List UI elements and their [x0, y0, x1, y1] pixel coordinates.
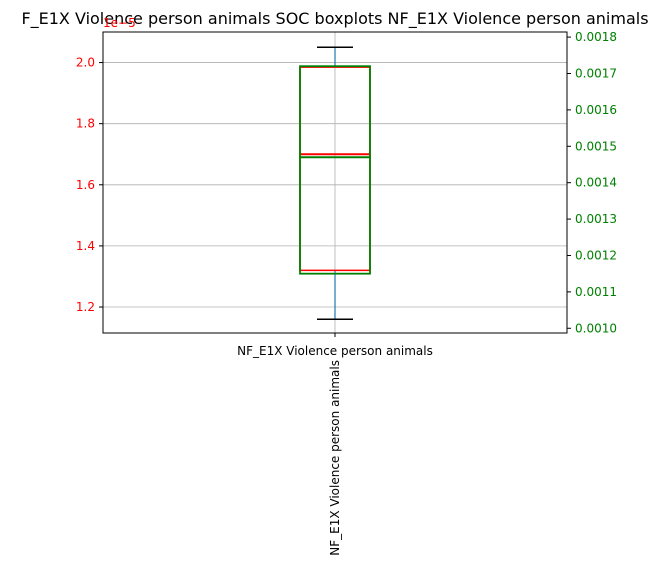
x-axis-tick-label: NF_E1X Violence person animals	[237, 344, 433, 358]
left-axis-tick-label: 2.0	[76, 56, 95, 70]
left-axis-tick-label: 1.8	[76, 117, 95, 131]
right-axis-tick-label: 0.0018	[575, 30, 617, 44]
right-axis-tick-label: 0.0017	[575, 66, 617, 80]
box-series-2	[299, 65, 371, 275]
left-axis-tick-label: 1.2	[76, 300, 95, 314]
right-axis-tick-label: 0.0016	[575, 103, 617, 117]
right-axis-tick-label: 0.0014	[575, 176, 617, 190]
right-axis-tick-label: 0.0010	[575, 321, 617, 335]
box-layer	[299, 46, 371, 320]
left-axis: 1.2 1.4 1.6 1.8 2.0	[76, 56, 103, 314]
right-axis-tick-label: 0.0013	[575, 212, 617, 226]
left-axis-tick-label: 1.4	[76, 239, 95, 253]
left-axis-offset-label: 1e−5	[103, 16, 136, 30]
left-axis-tick-label: 1.6	[76, 178, 95, 192]
right-axis-tick-label: 0.0012	[575, 248, 617, 262]
right-axis-tick-label: 0.0015	[575, 139, 617, 153]
right-axis: 0.0010 0.0011 0.0012 0.0013 0.0014 0.0015 0.00…	[567, 30, 617, 335]
x-axis: NF_E1X Violence person animals NF_E1X Vio…	[237, 333, 433, 556]
chart-title: F_E1X Violence person animals SOC boxplo…	[21, 9, 648, 29]
x-axis-rotated-label: NF_E1X Violence person animals	[328, 360, 342, 556]
right-axis-tick-label: 0.0011	[575, 285, 617, 299]
